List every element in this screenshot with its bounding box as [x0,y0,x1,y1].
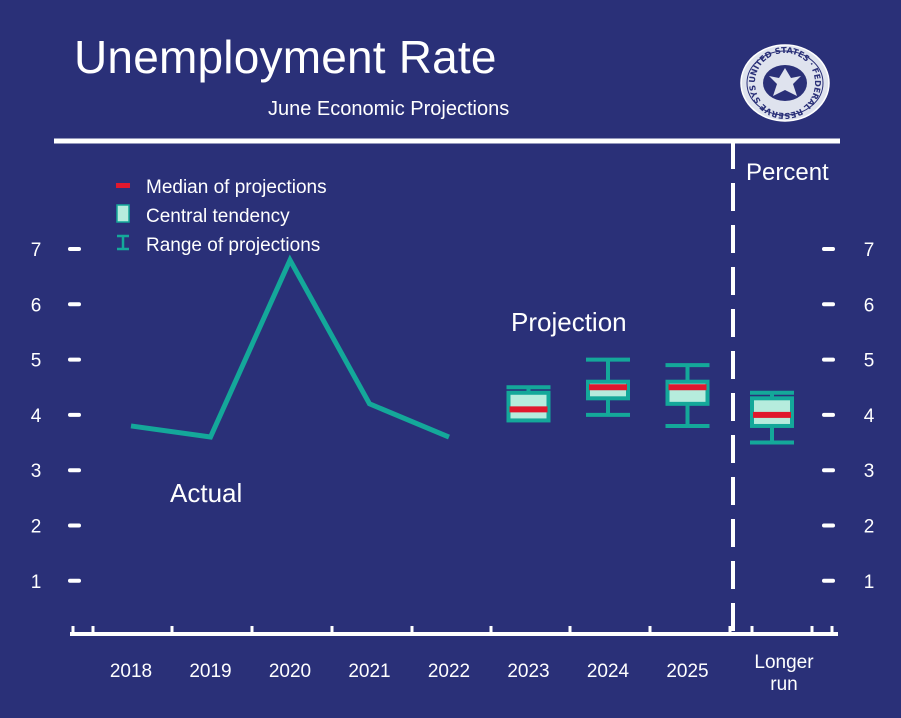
unit-label: Percent [746,159,829,186]
chart-title: Unemployment Rate [74,31,497,83]
x-tick-label-longer: Longer [754,652,814,673]
legend-median-label: Median of projections [146,177,327,198]
y-tick-label-left: 2 [31,517,42,538]
y-tick-label-left: 5 [31,351,42,372]
x-tick-label: 2024 [587,661,630,682]
y-tick-label-right: 1 [864,572,875,593]
median-marker [668,384,707,391]
legend-median-swatch [116,183,130,188]
legend-central-swatch [116,204,130,223]
x-tick-label: 2022 [428,661,470,682]
y-tick-label-right: 2 [864,517,875,538]
median-marker [753,411,791,418]
projection-annotation: Projection [511,307,627,337]
y-tick-label-left: 1 [31,572,42,593]
projection-2025 [665,363,710,428]
legend: Median of projections Central tendency R… [116,177,327,256]
x-tick-label: 2021 [348,661,390,682]
actual-line [130,254,450,440]
y-tick-label-right: 6 [864,295,875,316]
median-marker [589,384,627,391]
projection-2024 [586,357,630,417]
y-tick-label-left: 6 [31,295,42,316]
y-tick-label-right: 3 [864,461,875,482]
y-tick-label-left: 4 [31,406,42,427]
y-tick-label-left: 3 [31,461,42,482]
federal-reserve-seal-icon: UNITED STATES · FEDERAL RESERVE SYSTEM · [739,44,830,122]
x-tick-label: 2019 [189,661,231,682]
projection-longer-run [750,390,794,445]
y-tick-label-right: 5 [864,351,875,372]
y-tick-label-left: 7 [31,240,42,261]
median-marker [509,406,548,413]
actual-annotation: Actual [170,478,242,508]
y-tick-label-right: 4 [864,406,875,427]
y-tick-label-right: 7 [864,240,875,261]
legend-central-label: Central tendency [146,206,290,227]
legend-range-label: Range of projections [146,235,320,256]
legend-range-swatch [117,234,129,251]
x-tick-label: 2023 [507,661,549,682]
x-tick-label: 2018 [110,661,152,682]
x-tick-label: 2025 [666,661,708,682]
x-tick-label: 2020 [269,661,311,682]
projection-2023 [506,385,551,423]
x-tick-label-run: run [770,674,797,695]
chart-subtitle: June Economic Projections [268,98,510,120]
